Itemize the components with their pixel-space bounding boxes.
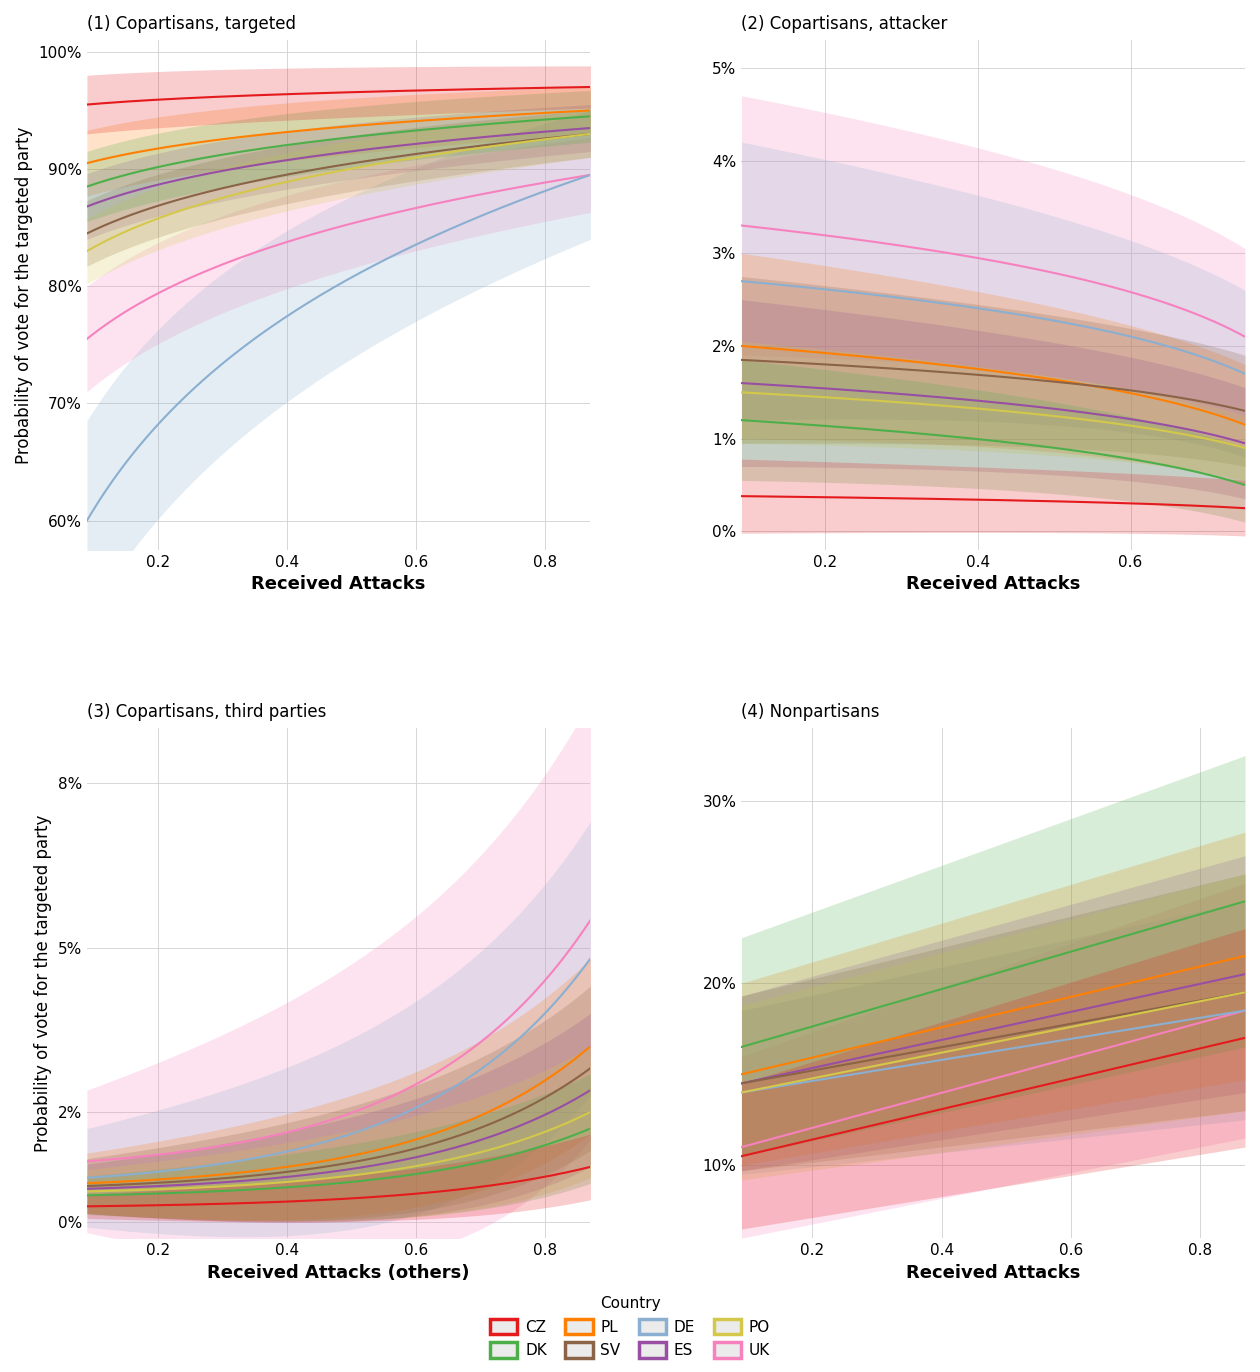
Y-axis label: Probability of vote for the targeted party: Probability of vote for the targeted par… — [15, 126, 33, 464]
Text: (1) Copartisans, targeted: (1) Copartisans, targeted — [87, 15, 296, 33]
Text: (2) Copartisans, attacker: (2) Copartisans, attacker — [741, 15, 948, 33]
Text: (4) Nonpartisans: (4) Nonpartisans — [741, 704, 879, 722]
X-axis label: Received Attacks: Received Attacks — [252, 575, 426, 593]
Legend: CZ, DK, PL, SV, DE, ES, PO, UK: CZ, DK, PL, SV, DE, ES, PO, UK — [484, 1290, 776, 1364]
X-axis label: Received Attacks: Received Attacks — [906, 575, 1080, 593]
Text: (3) Copartisans, third parties: (3) Copartisans, third parties — [87, 704, 326, 722]
X-axis label: Received Attacks (others): Received Attacks (others) — [208, 1264, 470, 1281]
X-axis label: Received Attacks: Received Attacks — [906, 1264, 1080, 1281]
Y-axis label: Probability of vote for the targeted party: Probability of vote for the targeted par… — [34, 815, 52, 1152]
